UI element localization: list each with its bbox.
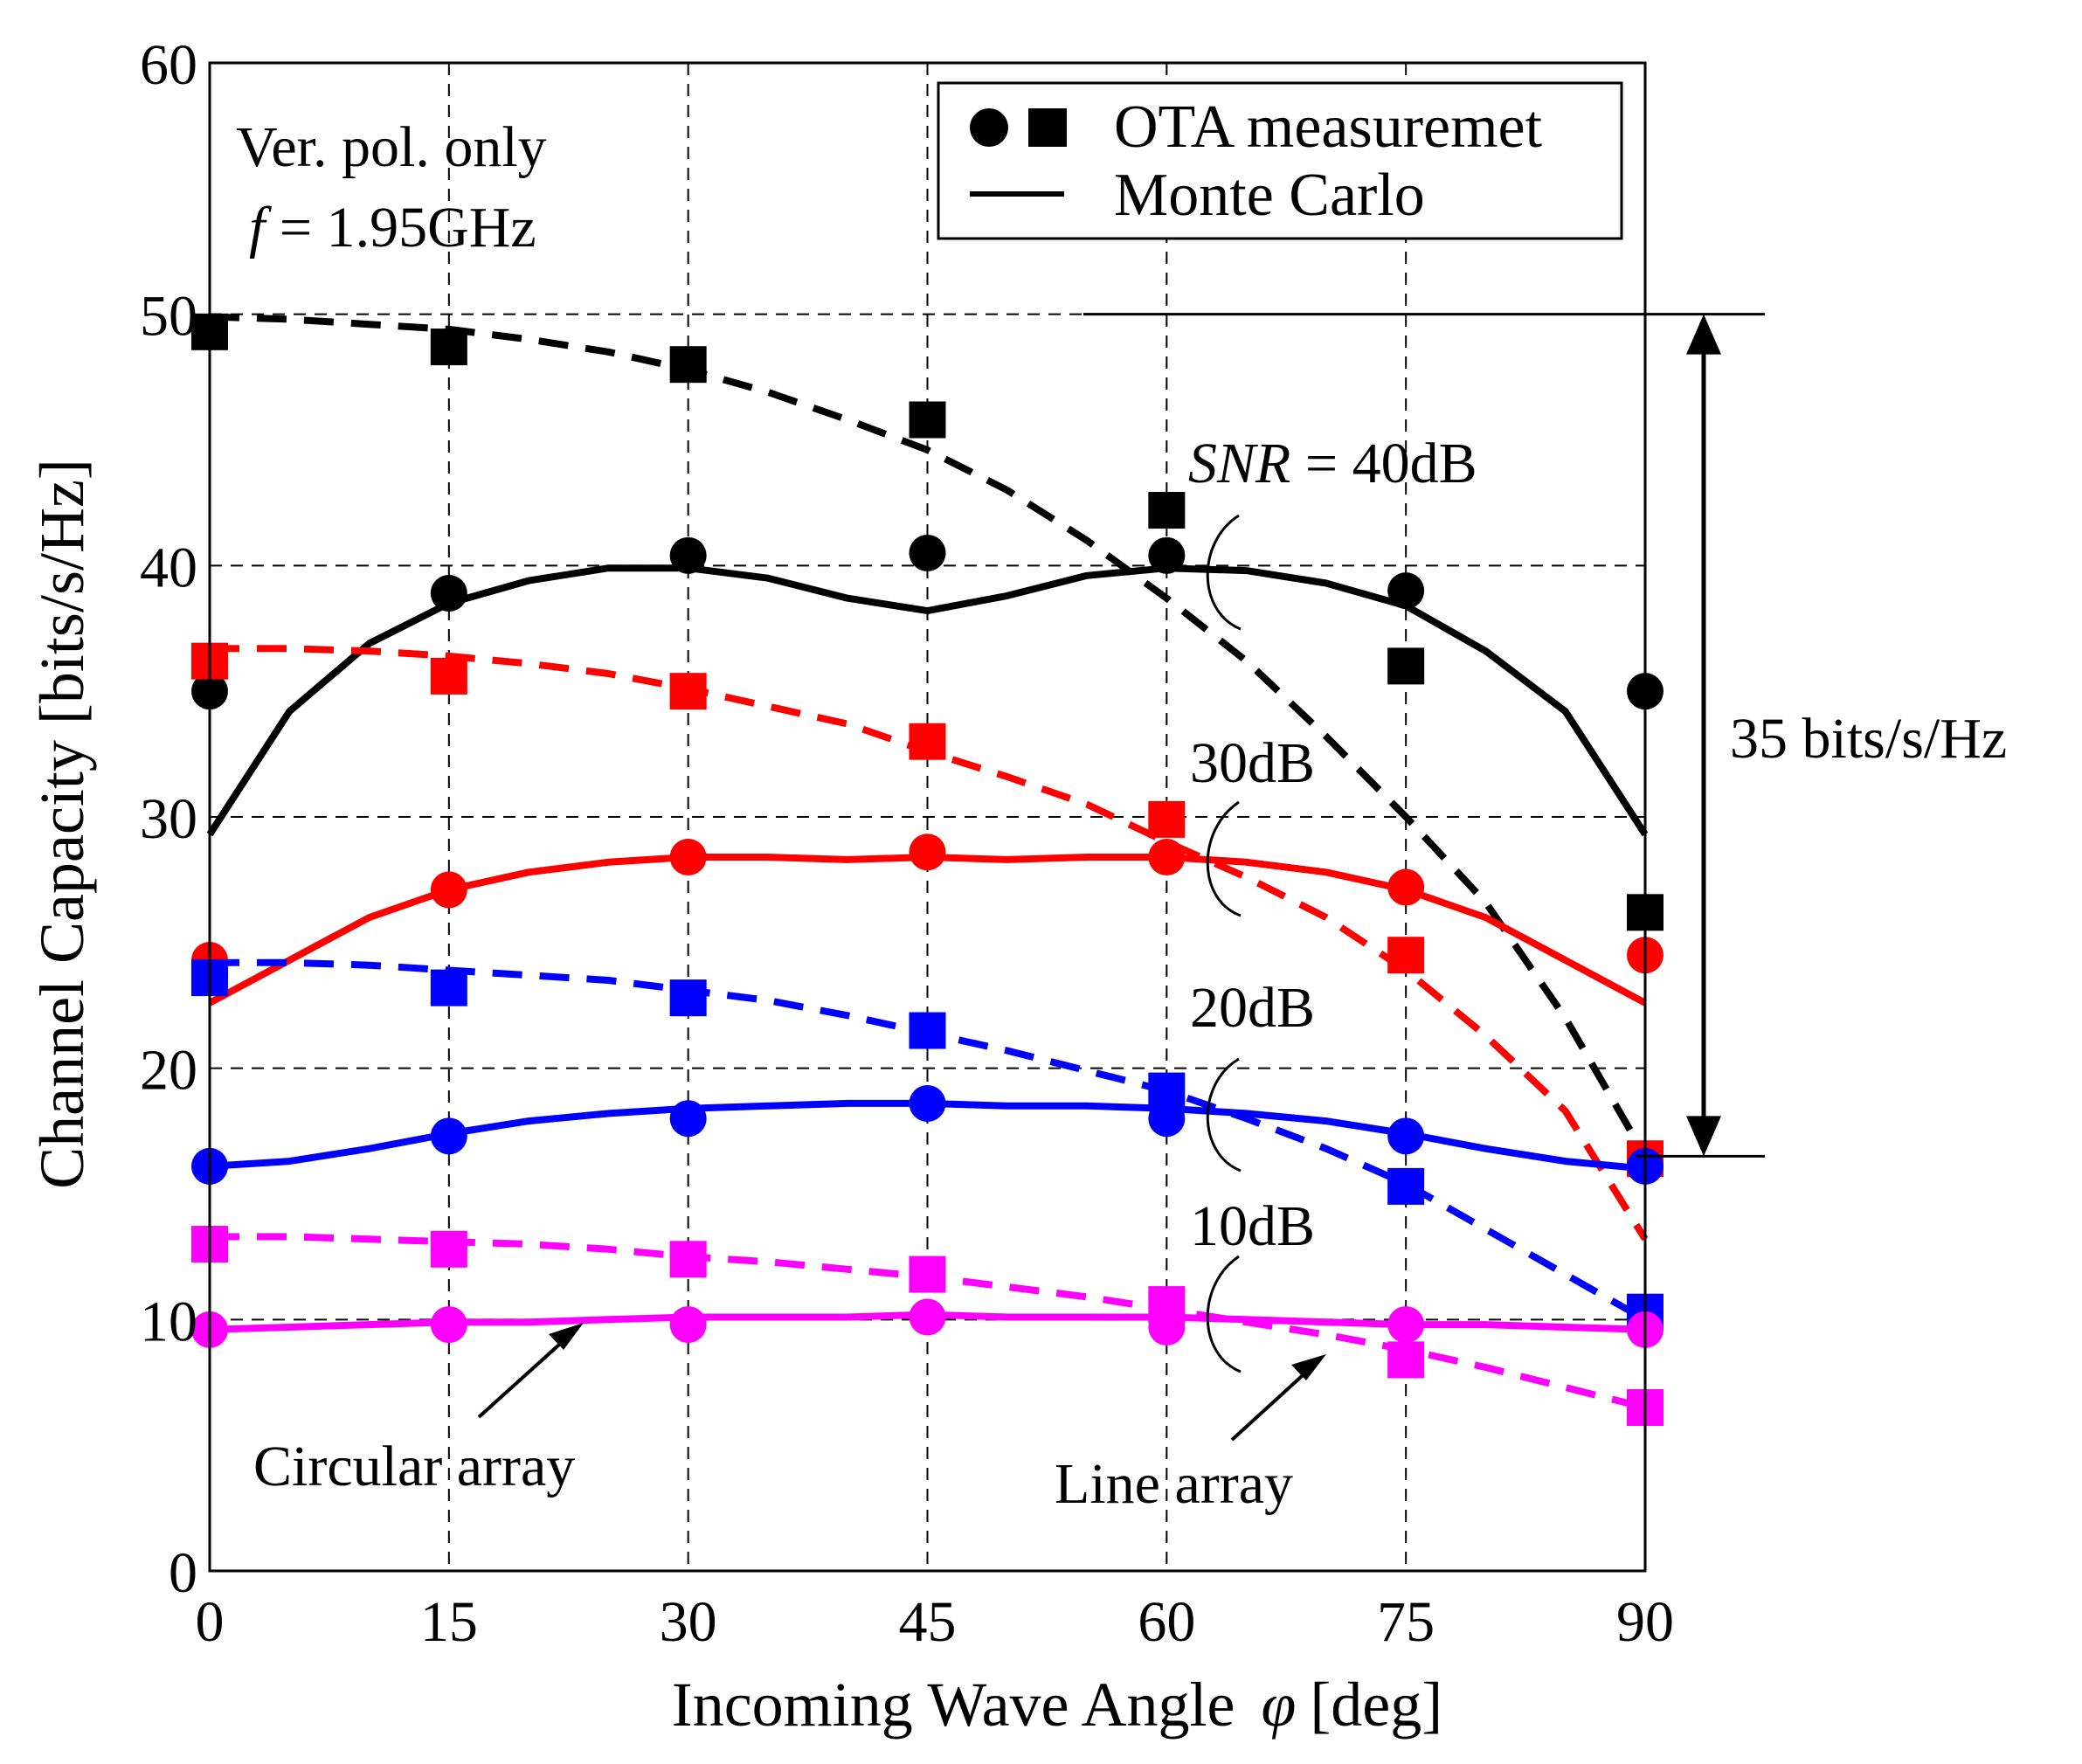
marker-circle-20db (909, 1084, 946, 1122)
snr-10-brace (1206, 1255, 1242, 1373)
marker-circle-30db (430, 871, 467, 909)
marker-square-40db (1387, 647, 1425, 685)
marker-square-30db (430, 657, 467, 695)
marker-square-10db (1387, 1341, 1425, 1379)
marker-circle-10db (430, 1306, 467, 1344)
snr-30-label: 30dB (1190, 731, 1315, 795)
marker-circle-10db (1387, 1306, 1425, 1344)
circular-array-label: Circular array (253, 1435, 575, 1498)
y-tick-label: 0 (169, 1541, 197, 1605)
marker-square-10db (909, 1256, 946, 1293)
marker-square-20db (669, 979, 707, 1017)
legend-simulation-label: Monte Carlo (1114, 162, 1425, 229)
marker-square-40db (909, 401, 946, 439)
gap-annotation (1083, 313, 1765, 1158)
y-tick-label: 10 (140, 1290, 197, 1353)
y-tick-label: 20 (140, 1039, 197, 1103)
y-tick-label: 50 (140, 285, 197, 349)
marker-square-40db (1148, 492, 1186, 529)
marker-square-10db (1148, 1286, 1186, 1324)
condition-frequency: f = 1.95GHz (249, 196, 536, 259)
line-array-arrow (1230, 1366, 1312, 1442)
marker-square-30db (669, 673, 707, 710)
marker-square-10db (430, 1230, 467, 1268)
marker-circle-40db (430, 574, 467, 612)
legend-square-marker (1028, 108, 1067, 147)
marker-square-30db (1148, 800, 1186, 838)
marker-circle-10db (669, 1306, 707, 1344)
snr-30-brace (1206, 800, 1242, 917)
condition-polarization: Ver. pol. only (236, 115, 547, 179)
x-tick-label: 0 (196, 1590, 225, 1654)
tick-labels: 0 15 30 45 60 75 90 0 10 20 30 40 50 60 (140, 33, 1674, 1654)
marker-circle-20db (1148, 1100, 1186, 1138)
legend: OTA measuremet Monte Carlo (937, 81, 1623, 240)
y-tick-label: 60 (140, 33, 197, 97)
marker-circle-20db (1387, 1117, 1425, 1155)
snr-40-brace (1206, 514, 1242, 631)
circular-array-arrowhead (549, 1323, 584, 1350)
y-axis-label: Channel Capacity [bits/s/Hz] (27, 459, 97, 1189)
line-array-arrowhead (1291, 1354, 1326, 1380)
gap-arrowhead-down (1686, 1116, 1721, 1157)
snr-40-label: SNR = 40dB (1188, 432, 1477, 495)
marker-square-20db (1148, 1072, 1186, 1110)
marker-circle-10db (909, 1298, 946, 1336)
snr-20-brace (1206, 1057, 1242, 1173)
y-tick-label: 40 (140, 536, 197, 599)
plot-frame (208, 61, 1647, 1573)
marker-circle-20db (669, 1100, 707, 1138)
marker-square-20db (430, 969, 467, 1007)
marker-circle-30db (1148, 839, 1186, 876)
x-tick-label: 15 (420, 1590, 478, 1654)
x-tick-label: 60 (1138, 1590, 1195, 1654)
x-axis-label: Incoming Wave Angle φ [deg] (672, 1670, 1443, 1740)
marker-circle-40db (909, 534, 946, 571)
x-tick-label: 75 (1377, 1590, 1435, 1654)
marker-circle-30db (669, 839, 707, 876)
circular-array-arrow (477, 1335, 570, 1419)
legend-circle-marker (970, 108, 1008, 147)
marker-circle-40db (669, 536, 707, 574)
line-array-label: Line array (1055, 1452, 1293, 1516)
marker-square-30db (1387, 937, 1425, 974)
marker-square-40db (669, 346, 707, 384)
marker-circle-40db (1387, 572, 1425, 610)
snr-10-label: 10dB (1190, 1194, 1315, 1258)
snr-20-label: 20dB (1190, 976, 1315, 1040)
marker-circle-30db (909, 834, 946, 871)
marker-circle-30db (1387, 868, 1425, 906)
legend-measurement-label: OTA measuremet (1114, 93, 1543, 161)
marker-square-30db (909, 723, 946, 760)
marker-square-20db (909, 1012, 946, 1049)
x-tick-label: 45 (899, 1590, 957, 1654)
x-tick-label: 90 (1616, 1590, 1674, 1654)
x-tick-label: 30 (660, 1590, 717, 1654)
marker-square-40db (430, 329, 467, 366)
y-tick-label: 30 (140, 787, 197, 851)
gap-label: 35 bits/s/Hz (1730, 707, 2007, 771)
marker-circle-40db (1148, 536, 1186, 574)
marker-square-10db (669, 1241, 707, 1278)
gap-arrowhead-up (1686, 314, 1721, 355)
marker-circle-20db (430, 1117, 467, 1155)
marker-square-20db (1387, 1167, 1425, 1205)
